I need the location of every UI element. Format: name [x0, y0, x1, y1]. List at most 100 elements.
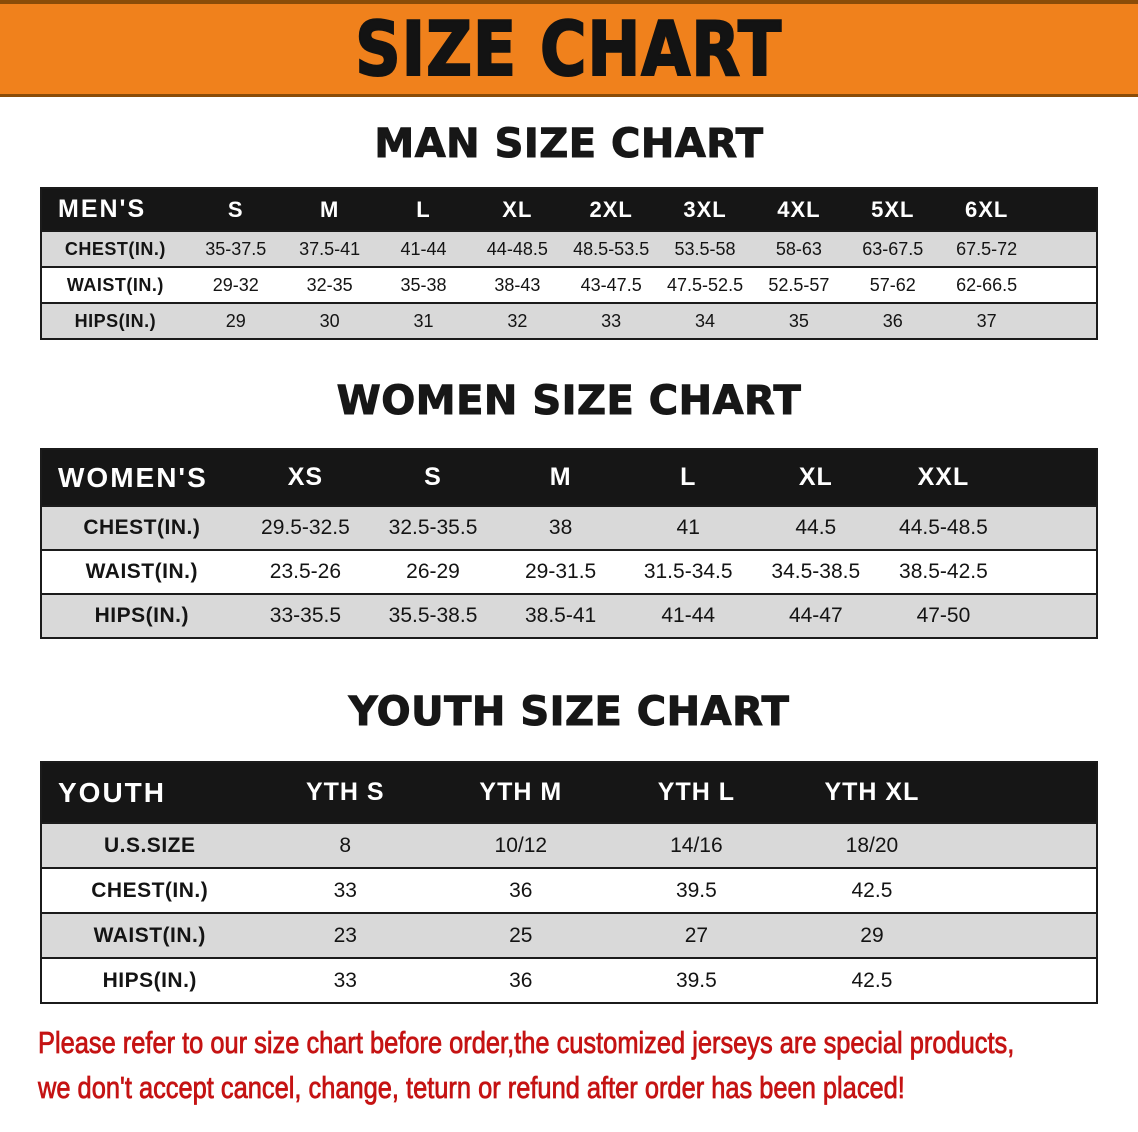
column-header: YTH L — [608, 762, 785, 823]
size-chart-page: SIZE CHART MAN SIZE CHART MEN'S S M L XL 2XL 3X… — [0, 0, 1138, 1108]
table-row: HIPS(IN.) 33-35.5 35.5-38.5 38.5-41 41-44 44-… — [41, 593, 1097, 638]
table-title-cell: WOMEN'S — [41, 449, 242, 506]
column-header: 6XL — [939, 188, 1034, 231]
spacer-cell — [1007, 449, 1097, 506]
size-value: 43-47.5 — [564, 266, 659, 303]
size-value: 53.5-58 — [658, 230, 752, 267]
size-value: 35.5-38.5 — [369, 593, 497, 638]
column-header: S — [369, 449, 497, 506]
size-value: 26-29 — [369, 549, 497, 594]
table-title-cell: YOUTH — [41, 762, 258, 823]
order-note: Please refer to our size chart before or… — [38, 1024, 1138, 1108]
table-row: CHEST(IN.) 35-37.5 37.5-41 41-44 44-48.5 48.5… — [41, 230, 1097, 267]
column-header: XS — [241, 449, 370, 506]
column-header: M — [282, 188, 377, 231]
size-value: 67.5-72 — [939, 230, 1034, 267]
column-header: L — [624, 449, 752, 506]
table-row: WAIST(IN.) 29-32 32-35 35-38 38-43 43-47.5 47.… — [41, 266, 1097, 303]
spacer-cell — [1033, 188, 1097, 231]
page-title: SIZE CHART — [355, 4, 783, 93]
spacer-cell — [1007, 549, 1097, 594]
size-table: YOUTH YTH S YTH M YTH L YTH XL U.S.SIZE 8 10/12… — [40, 761, 1098, 1004]
size-value: 42.5 — [784, 957, 960, 1003]
table-row: CHEST(IN.) 29.5-32.5 32.5-35.5 38 41 44.5 44.5… — [41, 505, 1097, 550]
size-value: 18/20 — [784, 822, 960, 868]
header-row: WOMEN'S XS S M L XL XXL — [41, 449, 1097, 506]
banner: SIZE CHART — [0, 0, 1138, 97]
size-value: 14/16 — [608, 822, 785, 868]
size-value: 44-47 — [752, 593, 880, 638]
size-value: 32-35 — [282, 266, 377, 303]
size-value: 44-48.5 — [470, 230, 565, 267]
header-row: MEN'S S M L XL 2XL 3XL 4XL 5XL 6XL — [41, 188, 1097, 231]
size-value: 31 — [376, 302, 471, 339]
spacer-cell — [1007, 505, 1097, 550]
row-label: HIPS(IN.) — [41, 593, 242, 638]
header-row: YOUTH YTH S YTH M YTH L YTH XL — [41, 762, 1097, 823]
spacer-cell — [1033, 302, 1097, 339]
table-row: WAIST(IN.) 23 25 27 29 — [41, 912, 1097, 958]
size-value: 63-67.5 — [845, 230, 940, 267]
size-value: 8 — [257, 822, 434, 868]
size-value: 35 — [751, 302, 846, 339]
size-value: 38 — [496, 505, 625, 550]
size-value: 36 — [845, 302, 940, 339]
row-label: HIPS(IN.) — [41, 957, 258, 1003]
size-value: 37.5-41 — [282, 230, 377, 267]
column-header: XXL — [879, 449, 1008, 506]
size-value: 35-38 — [376, 266, 471, 303]
size-value: 48.5-53.5 — [564, 230, 659, 267]
size-value: 62-66.5 — [939, 266, 1034, 303]
spacer-cell — [959, 867, 1097, 913]
table-row: CHEST(IN.) 33 36 39.5 42.5 — [41, 867, 1097, 913]
size-value: 25 — [433, 912, 609, 958]
row-label: WAIST(IN.) — [41, 266, 189, 303]
size-value: 34 — [658, 302, 752, 339]
section-women-size-chart: WOMEN SIZE CHART WOMEN'S XS S M L XL XXL CHEST(I… — [0, 378, 1138, 639]
size-value: 29 — [188, 302, 283, 339]
row-label: CHEST(IN.) — [41, 505, 242, 550]
row-label: HIPS(IN.) — [41, 302, 189, 339]
section-heading: WOMEN SIZE CHART — [336, 378, 802, 425]
size-value: 35-37.5 — [188, 230, 283, 267]
size-value: 29 — [784, 912, 960, 958]
size-value: 42.5 — [784, 867, 960, 913]
spacer-cell — [959, 822, 1097, 868]
section-man-size-chart: MAN SIZE CHART MEN'S S M L XL 2XL 3XL 4XL 5XL 6XL C… — [0, 121, 1138, 340]
column-header: XL — [752, 449, 880, 506]
size-value: 38.5-41 — [496, 593, 625, 638]
size-value: 38-43 — [470, 266, 565, 303]
note-line-1: Please refer to our size chart before or… — [38, 1025, 1015, 1061]
table-row: U.S.SIZE 8 10/12 14/16 18/20 — [41, 822, 1097, 868]
size-value: 44.5 — [752, 505, 880, 550]
size-value: 32 — [470, 302, 565, 339]
size-value: 33-35.5 — [241, 593, 370, 638]
column-header: 3XL — [658, 188, 752, 231]
spacer-cell — [1007, 593, 1097, 638]
column-header: 2XL — [564, 188, 659, 231]
column-header: XL — [470, 188, 565, 231]
size-value: 41-44 — [624, 593, 752, 638]
row-label: U.S.SIZE — [41, 822, 258, 868]
size-value: 30 — [282, 302, 377, 339]
table-title-cell: MEN'S — [41, 188, 189, 231]
size-value: 33 — [564, 302, 659, 339]
size-value: 58-63 — [751, 230, 846, 267]
size-value: 34.5-38.5 — [752, 549, 880, 594]
size-value: 23.5-26 — [241, 549, 370, 594]
column-header: YTH XL — [784, 762, 960, 823]
size-value: 47.5-52.5 — [658, 266, 752, 303]
size-value: 38.5-42.5 — [879, 549, 1008, 594]
column-header: S — [188, 188, 283, 231]
size-value: 33 — [257, 957, 434, 1003]
spacer-cell — [959, 912, 1097, 958]
column-header: L — [376, 188, 471, 231]
size-value: 41-44 — [376, 230, 471, 267]
size-value: 44.5-48.5 — [879, 505, 1008, 550]
size-chart-sections: MAN SIZE CHART MEN'S S M L XL 2XL 3XL 4XL 5XL 6XL C… — [0, 121, 1138, 1004]
size-value: 32.5-35.5 — [369, 505, 497, 550]
size-value: 29-32 — [188, 266, 283, 303]
size-value: 29.5-32.5 — [241, 505, 370, 550]
column-header: YTH M — [433, 762, 609, 823]
size-value: 39.5 — [608, 957, 785, 1003]
